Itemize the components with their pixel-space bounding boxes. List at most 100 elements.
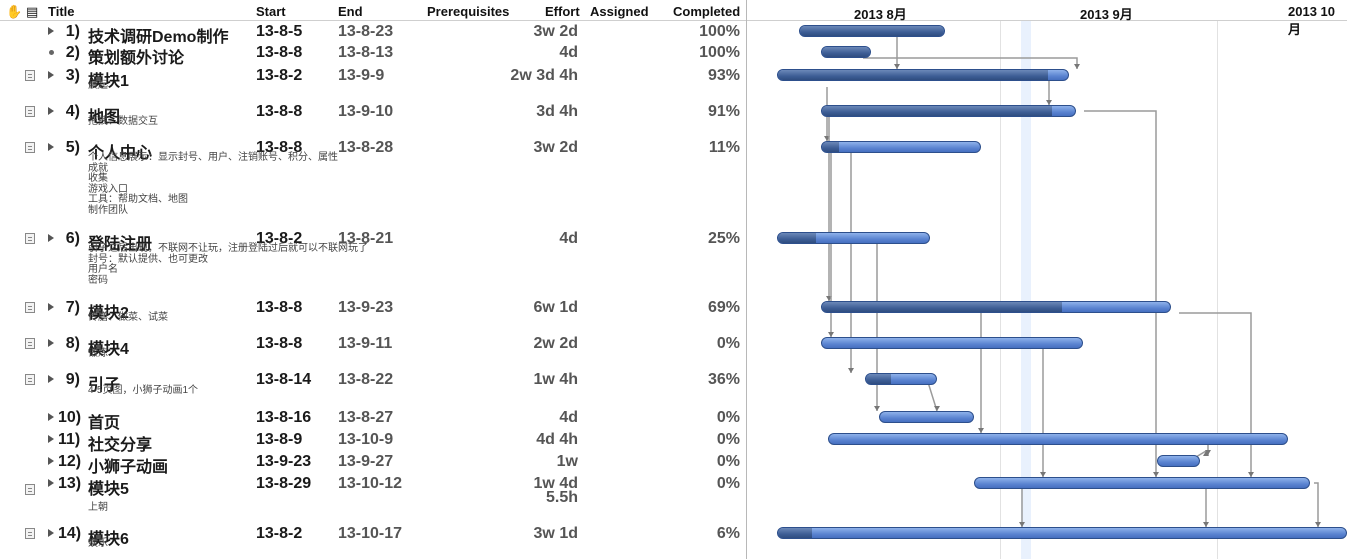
task-title[interactable]: 引子	[88, 377, 121, 394]
triangle-right-icon[interactable]	[48, 457, 54, 465]
triangle-right-icon[interactable]	[48, 375, 54, 383]
task-title[interactable]: 社交分享	[88, 437, 153, 454]
column-end[interactable]: End	[338, 4, 363, 19]
triangle-right-icon[interactable]	[48, 339, 54, 347]
task-effort[interactable]: 3w 1d	[533, 525, 578, 542]
task-start[interactable]: 13-8-29	[256, 475, 312, 492]
triangle-right-icon[interactable]	[48, 143, 54, 151]
task-end[interactable]: 13-8-23	[338, 23, 394, 40]
task-effort[interactable]: 1w 4d	[533, 475, 578, 492]
task-completed[interactable]: 11%	[708, 139, 740, 156]
task-effort[interactable]: 4d 4h	[536, 431, 578, 448]
task-end[interactable]: 13-9-27	[338, 453, 394, 470]
task-start[interactable]: 13-8-8	[256, 299, 303, 316]
task-end[interactable]: 13-10-17	[338, 525, 403, 542]
task-effort[interactable]: 1w 4h	[533, 371, 578, 388]
task-completed[interactable]: 0%	[716, 431, 740, 448]
task-title[interactable]: 个人中心	[88, 145, 153, 162]
gantt-bar[interactable]	[777, 527, 1347, 539]
gantt-bar[interactable]	[821, 46, 871, 58]
gantt-bar[interactable]	[828, 433, 1288, 445]
note-icon[interactable]	[25, 528, 35, 539]
task-end[interactable]: 13-8-22	[338, 371, 394, 388]
task-completed[interactable]: 100%	[699, 44, 740, 61]
task-title[interactable]: 技术调研Demo制作	[88, 29, 229, 46]
triangle-right-icon[interactable]	[48, 107, 54, 115]
task-effort[interactable]: 6w 1d	[533, 299, 578, 316]
gantt-bar[interactable]	[821, 301, 1171, 313]
task-completed[interactable]: 25%	[707, 230, 740, 247]
task-start[interactable]: 13-8-2	[256, 230, 303, 247]
task-start[interactable]: 13-8-9	[256, 431, 303, 448]
note-icon[interactable]	[25, 302, 35, 313]
task-completed[interactable]: 91%	[707, 103, 740, 120]
task-end[interactable]: 13-8-27	[338, 409, 394, 426]
triangle-right-icon[interactable]	[48, 479, 54, 487]
task-start[interactable]: 13-8-8	[256, 139, 303, 156]
task-title[interactable]: 模块6	[88, 531, 129, 548]
task-start[interactable]: 13-9-23	[256, 453, 312, 470]
triangle-right-icon[interactable]	[48, 435, 54, 443]
task-end[interactable]: 13-9-11	[338, 335, 393, 352]
triangle-right-icon[interactable]	[48, 234, 54, 242]
gantt-bar[interactable]	[777, 69, 1069, 81]
task-completed[interactable]: 0%	[716, 335, 740, 352]
note-icon[interactable]	[25, 142, 35, 153]
pane-divider[interactable]	[746, 0, 747, 559]
task-title[interactable]: 地图	[88, 109, 121, 126]
task-end[interactable]: 13-9-23	[338, 299, 394, 316]
triangle-right-icon[interactable]	[48, 413, 54, 421]
task-effort[interactable]: 2w 3d 4h	[510, 67, 578, 84]
task-completed[interactable]: 0%	[716, 409, 740, 426]
task-effort[interactable]: 3w 2d	[533, 23, 578, 40]
task-completed[interactable]: 93%	[707, 67, 740, 84]
task-start[interactable]: 13-8-2	[256, 525, 303, 542]
task-effort[interactable]: 1w	[556, 453, 578, 470]
task-completed[interactable]: 100%	[699, 23, 740, 40]
hand-icon[interactable]: ✋	[6, 4, 23, 19]
task-effort[interactable]: 4d	[559, 409, 578, 426]
gantt-bar[interactable]	[974, 477, 1310, 489]
task-end[interactable]: 13-8-21	[338, 230, 394, 247]
column-completed[interactable]: Completed	[673, 4, 741, 19]
note-icon[interactable]	[25, 233, 35, 244]
task-effort[interactable]: 3d 4h	[536, 103, 578, 120]
task-end[interactable]: 13-8-28	[338, 139, 394, 156]
task-start[interactable]: 13-8-16	[256, 409, 312, 426]
gantt-bar[interactable]	[821, 105, 1076, 117]
note-icon[interactable]	[25, 106, 35, 117]
gantt-bar[interactable]	[821, 337, 1083, 349]
gantt-bar[interactable]	[865, 373, 937, 385]
column-start[interactable]: Start	[256, 4, 286, 19]
task-completed[interactable]: 0%	[716, 453, 740, 470]
task-end[interactable]: 13-10-9	[338, 431, 394, 448]
task-title[interactable]: 策划额外讨论	[88, 50, 185, 67]
gantt-bar[interactable]	[1157, 455, 1200, 467]
task-completed[interactable]: 69%	[707, 299, 740, 316]
triangle-right-icon[interactable]	[48, 71, 54, 79]
gantt-bar[interactable]	[799, 25, 945, 37]
task-start[interactable]: 13-8-8	[256, 44, 303, 61]
column-effort[interactable]: Effort	[545, 4, 580, 19]
task-end[interactable]: 13-9-10	[338, 103, 394, 120]
note-icon[interactable]	[25, 374, 35, 385]
task-completed[interactable]: 0%	[716, 475, 740, 492]
task-effort[interactable]: 4d	[559, 44, 578, 61]
task-end[interactable]: 13-8-13	[338, 44, 394, 61]
task-start[interactable]: 13-8-5	[256, 23, 303, 40]
task-start[interactable]: 13-8-8	[256, 335, 303, 352]
note-icon[interactable]	[25, 338, 35, 349]
task-start[interactable]: 13-8-8	[256, 103, 303, 120]
task-end[interactable]: 13-9-9	[338, 67, 385, 84]
task-end[interactable]: 13-10-12	[338, 475, 403, 492]
task-title[interactable]: 模块1	[88, 73, 129, 90]
triangle-right-icon[interactable]	[48, 529, 54, 537]
gantt-bar[interactable]	[777, 232, 930, 244]
task-title[interactable]: 模块2	[88, 305, 129, 322]
gantt-bar[interactable]	[879, 411, 974, 423]
task-effort[interactable]: 2w 2d	[533, 335, 578, 352]
note-icon[interactable]: ▤	[26, 4, 39, 19]
task-completed[interactable]: 36%	[707, 371, 740, 388]
task-completed[interactable]: 6%	[716, 525, 740, 542]
note-icon[interactable]	[25, 484, 35, 495]
